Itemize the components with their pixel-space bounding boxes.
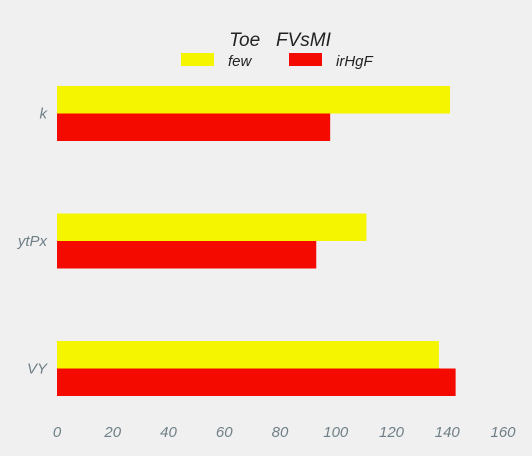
bar-irhgf-ytpx	[57, 241, 317, 269]
category-label-vy: VY	[27, 361, 48, 378]
bar-few-vy	[57, 341, 439, 369]
bar-irhgf-vy	[57, 368, 456, 396]
bar-irhgf-k	[57, 113, 331, 141]
category-labels: k ytPx VY	[17, 106, 49, 378]
x-tick-label-60: 60	[216, 424, 233, 441]
x-tick-label-140: 140	[435, 424, 461, 441]
x-tick-label-80: 80	[272, 424, 289, 441]
category-label-k: k	[40, 106, 49, 123]
legend-swatch-irhgf	[289, 53, 322, 66]
legend: few irHgF	[181, 53, 374, 70]
bar-few-ytpx	[57, 213, 367, 241]
x-tick-label-120: 120	[379, 424, 405, 441]
category-label-ytpx: ytPx	[17, 233, 48, 250]
x-tick-label-100: 100	[323, 424, 349, 441]
legend-label-few: few	[228, 53, 253, 70]
chart-title: Toe FVsMI	[229, 30, 331, 51]
x-tick-label-160: 160	[490, 424, 516, 441]
x-axis-tick-labels: 0 20 40 60 80 100 120 140 160	[53, 424, 516, 441]
x-tick-label-40: 40	[160, 424, 177, 441]
bar-few-k	[57, 86, 451, 114]
x-tick-label-20: 20	[103, 424, 121, 441]
legend-label-irhgf: irHgF	[336, 53, 374, 70]
legend-swatch-few	[181, 53, 214, 66]
x-tick-label-0: 0	[53, 424, 62, 441]
bars	[57, 86, 456, 396]
